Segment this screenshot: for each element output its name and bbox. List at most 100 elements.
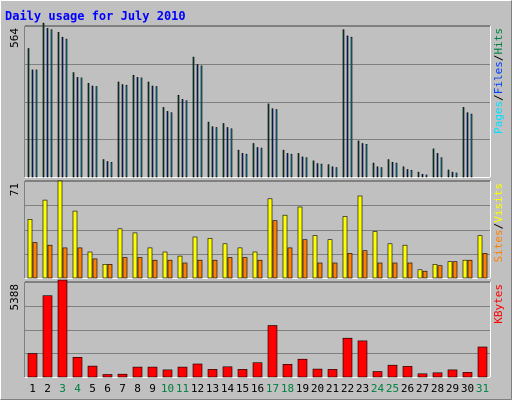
hits-files-pages-bar-hits-day-4: [72, 72, 75, 178]
kbytes-bar-kbytes-day-6: [102, 374, 113, 378]
kbytes-bar-kbytes-day-7: [117, 373, 128, 378]
hits-files-pages-bar-files-day-21: [331, 166, 334, 178]
hits-files-pages-bar-files-day-30: [466, 112, 469, 178]
visits-sites-bar-visits-day-25: [387, 243, 393, 279]
visits-sites-bar-visits-day-10: [162, 251, 168, 279]
hits-files-pages-bar-hits-day-18: [282, 149, 285, 178]
hits-files-pages-bar-pages-day-24: [380, 167, 383, 178]
hits-files-pages-bar-files-day-23: [361, 143, 364, 178]
visits-sites-bar-sites-day-6: [107, 263, 113, 279]
visits-sites-bar-sites-day-8: [137, 257, 143, 279]
x-axis-labels: 1 2 3 4 5 6 7 8 9 10 11 12 13 14 15 16 17 18 19 20 21 22 23 24 2…: [29, 382, 489, 395]
x-tick-label-day-25: 25: [386, 382, 399, 395]
x-tick-label-day-5: 5: [89, 382, 96, 395]
hits-files-pages-bar-hits-day-16: [252, 143, 255, 178]
kbytes-bar-kbytes-day-24: [372, 371, 383, 378]
hits-files-pages-legend-files: Files: [492, 61, 505, 94]
visits-sites-bar-sites-day-13: [212, 259, 218, 279]
kbytes-bar-kbytes-day-3: [57, 279, 68, 378]
hits-files-pages-bar-pages-day-15: [245, 153, 248, 178]
x-tick-label-day-17: 17: [266, 382, 279, 395]
kbytes-bar-kbytes-day-8: [132, 366, 143, 378]
hits-files-pages-bar-hits-day-2: [42, 22, 45, 178]
hits-files-pages-bar-pages-day-28: [440, 157, 443, 178]
kbytes-bar-kbytes-day-2: [42, 295, 53, 378]
hits-files-pages-bar-pages-day-9: [155, 86, 158, 178]
hits-files-pages-bar-files-day-10: [166, 111, 169, 178]
visits-sites-plot-area: [25, 181, 490, 278]
visits-sites-bar-sites-day-30: [467, 259, 473, 279]
visits-sites-bar-visits-day-13: [207, 238, 213, 279]
kbytes-bar-kbytes-day-21: [327, 369, 338, 378]
visits-sites-bar-sites-day-19: [302, 239, 308, 279]
x-tick-label-day-21: 21: [326, 382, 339, 395]
hits-files-pages-bar-hits-day-8: [132, 75, 135, 178]
visits-sites-bar-sites-day-23: [362, 250, 368, 279]
visits-sites-bar-sites-day-2: [47, 244, 53, 279]
hits-files-pages-bar-files-day-4: [76, 77, 79, 178]
visits-sites-bar-visits-day-8: [132, 232, 138, 279]
x-tick-label-day-27: 27: [416, 382, 429, 395]
x-tick-label-day-9: 9: [149, 382, 156, 395]
x-tick-label-day-1: 1: [29, 382, 36, 395]
hits-files-pages-bar-files-day-3: [61, 36, 64, 178]
hits-files-pages-legend-separator: /: [492, 94, 505, 101]
x-tick-label-day-28: 28: [431, 382, 444, 395]
hits-files-pages-bar-pages-day-20: [320, 163, 323, 178]
visits-sites-ymax-label: 71: [8, 183, 21, 196]
kbytes-bar-kbytes-day-12: [192, 363, 203, 378]
kbytes-bar-kbytes-day-28: [432, 372, 443, 378]
visits-sites-bar-visits-day-24: [372, 231, 378, 279]
x-tick-label-day-20: 20: [311, 382, 324, 395]
visits-sites-bar-sites-day-28: [437, 265, 443, 279]
hits-files-pages-bar-hits-day-19: [297, 153, 300, 178]
visits-sites-bar-sites-day-7: [122, 257, 128, 279]
visits-sites-bar-visits-day-28: [432, 263, 438, 279]
hits-files-pages-bar-pages-day-26: [410, 170, 413, 178]
hits-files-pages-bar-files-day-19: [301, 156, 304, 178]
hits-files-pages-bar-pages-day-16: [260, 147, 263, 178]
visits-sites-bar-sites-day-24: [377, 262, 383, 279]
hits-files-pages-bar-pages-day-19: [305, 157, 308, 178]
hits-files-pages-bar-files-day-8: [136, 77, 139, 178]
hits-files-pages-bar-pages-day-30: [470, 113, 473, 178]
hits-files-pages-bar-files-day-9: [151, 85, 154, 178]
hits-files-pages-bar-files-day-20: [316, 163, 319, 178]
visits-sites-bar-sites-day-25: [392, 262, 398, 279]
x-tick-label-day-18: 18: [281, 382, 294, 395]
hits-files-pages-bar-pages-day-4: [80, 77, 83, 178]
x-tick-label-day-13: 13: [206, 382, 219, 395]
hits-files-pages-bar-files-day-15: [241, 153, 244, 178]
visits-sites-bar-visits-day-9: [147, 247, 153, 279]
hits-files-pages-bar-files-day-1: [31, 69, 34, 178]
visits-sites-bar-sites-day-4: [77, 247, 83, 279]
kbytes-bar-kbytes-day-31: [477, 346, 488, 378]
visits-sites-bar-visits-day-17: [267, 198, 273, 279]
hits-files-pages-legend-pages: Pages: [492, 101, 505, 134]
chart-title: Daily usage for July 2010: [5, 9, 186, 23]
hits-files-pages-bar-hits-day-15: [237, 149, 240, 178]
hits-files-pages-bar-pages-day-13: [215, 127, 218, 178]
hits-files-pages-bar-files-day-12: [196, 64, 199, 178]
visits-sites-bar-sites-day-22: [347, 253, 353, 279]
hits-files-pages-bar-files-day-7: [121, 84, 124, 178]
visits-sites-bar-sites-day-31: [482, 253, 488, 279]
hits-files-pages-bar-files-day-11: [181, 99, 184, 178]
visits-sites-bar-visits-day-12: [192, 236, 198, 279]
kbytes-bar-kbytes-day-13: [207, 369, 218, 378]
kbytes-bar-kbytes-day-9: [147, 366, 158, 378]
hits-files-pages-bar-files-day-28: [436, 153, 439, 178]
hits-files-pages-bar-files-day-2: [46, 28, 49, 178]
visits-sites-legend-sites: Sites: [492, 229, 505, 262]
x-tick-label-day-6: 6: [104, 382, 111, 395]
kbytes-bar-kbytes-day-18: [282, 363, 293, 378]
kbytes-bar-kbytes-day-16: [252, 362, 263, 378]
visits-sites-legend-separator: /: [492, 223, 505, 230]
x-tick-label-day-22: 22: [341, 382, 354, 395]
hits-files-pages-bar-files-day-22: [346, 35, 349, 178]
hits-files-pages-bar-hits-day-17: [267, 103, 270, 178]
hits-files-pages-legend-hits: Hits: [492, 28, 505, 55]
hits-files-pages-bar-pages-day-1: [35, 69, 38, 178]
x-tick-label-day-7: 7: [119, 382, 126, 395]
visits-sites-bar-sites-day-5: [92, 258, 98, 279]
